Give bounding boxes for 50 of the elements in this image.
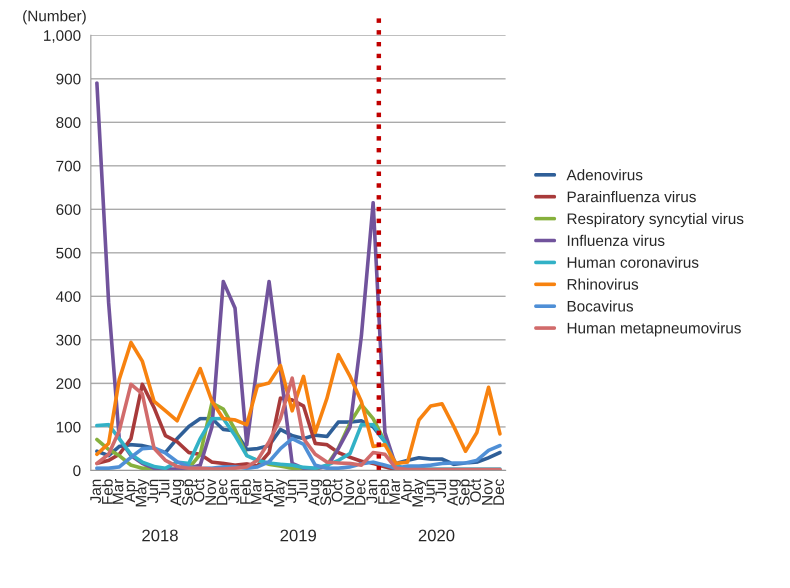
y-axis-title: (Number) [23,10,86,24]
x-tick-label: Nov [205,478,216,505]
x-tick-label: Mar [389,478,400,504]
legend-label: Influenza virus [568,234,664,246]
text: 2020 [418,530,454,542]
x-tick-label: Dec [216,479,228,505]
y-tick-label: 0 [73,465,81,476]
y-tick-label: 200 [56,378,81,390]
legend-label: Adenovirus [566,169,642,180]
x-tick-label: Oct [193,478,204,502]
x-tick-label: Nov [482,478,493,505]
text: 2019 [280,530,316,542]
line-series [95,340,502,466]
x-tick-label: Feb [102,479,113,504]
text: 2018 [142,530,178,542]
x-tick-label: Jan [90,480,102,504]
legend-label: Human coronavirus [568,256,698,268]
x-tick-label: Mar [250,478,262,504]
x-tick-label: Jul [158,480,170,498]
y-tick-label: 1,000 [44,30,81,43]
x-tick-label: Jun [147,480,158,504]
y-tick-label: 800 [56,117,81,128]
x-tick-label: Feb [378,479,389,504]
x-tick-label: Dec [493,479,504,505]
legend-label: Parainfluenza virus [568,191,696,202]
x-tick-label: Mar [112,478,124,504]
x-tick-label: Nov [344,478,354,505]
y-tick-label: 900 [56,74,81,84]
y-tick-label: 100 [56,422,81,433]
legend-label: Human metapneumovirus [568,322,741,337]
y-tick-label: 400 [56,291,81,302]
x-tick-label: Feb [240,479,251,504]
x-tick-label: Jan [228,480,240,504]
x-tick-label: Sep [182,479,196,506]
x-tick-label: Jun [424,480,435,504]
x-tick-label: Aug [308,480,322,506]
x-tick-label: Dec [354,479,366,505]
y-tick-label: 300 [56,334,81,346]
y-tick-label: 500 [56,248,81,259]
x-tick-label: Aug [447,480,461,506]
legend-label: Respiratory syncytial virus [568,212,744,228]
legend-label: Bocavirus [568,300,634,312]
x-tick-label: Jul [296,480,308,498]
legend-label: Rhinovirus [568,278,638,290]
y-tick-label: 600 [56,204,81,216]
x-tick-label: Jan [366,480,378,504]
y-tick-label: 700 [56,160,81,172]
x-tick-label: Jul [434,480,446,498]
x-tick-label: Jun [286,480,296,504]
x-tick-label: Aug [170,480,184,506]
